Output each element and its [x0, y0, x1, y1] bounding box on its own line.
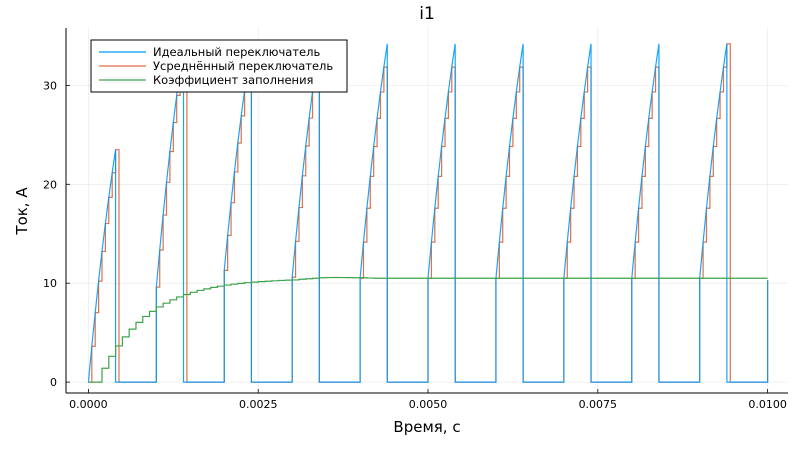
x-tick-label: 0.0050: [409, 398, 448, 411]
legend-label-averaged: Усреднённый переключатель: [153, 59, 333, 73]
series-duty-cycle-line: [88, 276, 768, 383]
y-tick-label: 0: [50, 376, 57, 389]
y-tick-label: 20: [43, 178, 57, 191]
y-tick-label: 10: [43, 277, 57, 290]
x-tick-label: 0.0075: [579, 398, 618, 411]
x-tick-label: 0.0100: [748, 398, 787, 411]
x-tick-label: 0.0025: [239, 398, 278, 411]
x-tick-label: 0.0000: [69, 398, 108, 411]
legend: Идеальный переключатель Усреднённый пере…: [90, 39, 348, 93]
axes: [65, 28, 788, 394]
x-axis-label: Время, с: [393, 418, 460, 436]
y-tick-label: 30: [43, 79, 57, 92]
legend-label-ideal: Идеальный переключатель: [153, 45, 320, 59]
legend-label-duty: Коэффициент заполнения: [153, 73, 313, 87]
y-axis-label: Ток, А: [13, 187, 31, 236]
ticks: 0.0000 0.0025 0.0050 0.0075 0.0100 0 10 20 30: [43, 79, 787, 411]
chart-title: i1: [419, 4, 435, 24]
